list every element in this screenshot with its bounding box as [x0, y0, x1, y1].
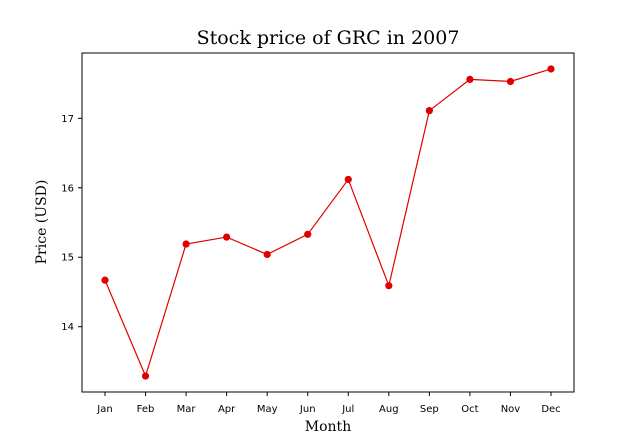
x-tick-label: Aug [379, 404, 399, 415]
data-point [263, 250, 271, 259]
data-point [385, 282, 393, 290]
x-tick-label: Jun [299, 404, 316, 415]
x-tick-label: May [257, 404, 278, 415]
data-point [182, 240, 190, 248]
x-tick-label: Jan [96, 404, 112, 415]
data-point [344, 175, 352, 184]
series-points [101, 65, 555, 380]
data-point [223, 233, 231, 241]
series-line [104, 68, 552, 378]
x-tick-label: Jul [341, 404, 354, 415]
y-axis: 14 15 16 17 [61, 114, 82, 333]
y-tick-label: 14 [61, 322, 74, 333]
x-tick-label: Sep [420, 404, 439, 415]
data-point [101, 276, 109, 284]
x-tick-label: Dec [541, 404, 560, 415]
x-axis-label: Month [305, 419, 351, 435]
chart-title: Stock price of GRC in 2007 [197, 27, 460, 49]
data-point [506, 77, 515, 86]
x-axis: Jan Feb Mar Apr May Jun Jul Aug Sep Oct Nov Dec [96, 392, 561, 415]
data-point [547, 65, 555, 73]
plot-area [81, 52, 575, 393]
data-point [304, 230, 312, 238]
x-tick-label: Apr [218, 404, 236, 415]
data-point [466, 75, 474, 83]
y-tick-label: 15 [61, 253, 74, 264]
x-tick-label: Feb [137, 404, 155, 415]
data-point [425, 107, 433, 115]
y-axis-label: Price (USD) [34, 180, 50, 265]
data-point [141, 372, 150, 380]
x-tick-label: Oct [461, 404, 478, 415]
x-tick-label: Nov [501, 404, 521, 415]
y-tick-label: 17 [61, 114, 74, 125]
y-tick-label: 16 [61, 183, 74, 194]
x-tick-label: Mar [177, 404, 197, 415]
